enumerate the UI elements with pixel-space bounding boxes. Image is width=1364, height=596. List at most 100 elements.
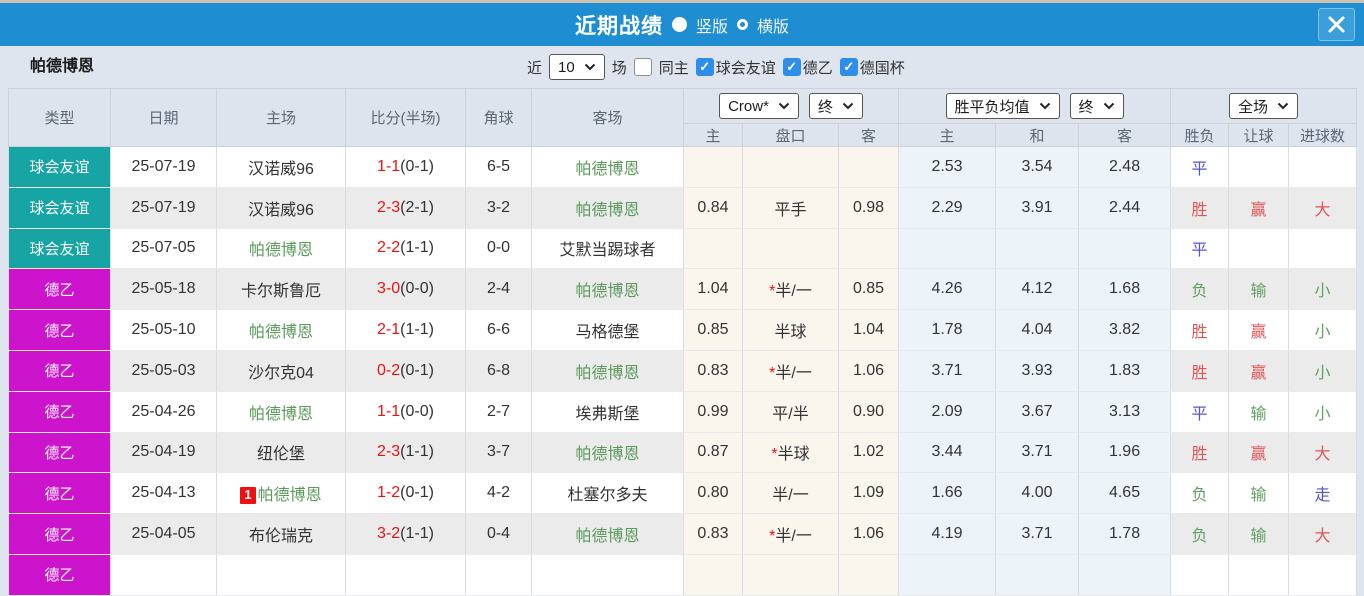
- radio-vertical-layout[interactable]: [671, 17, 687, 32]
- handicap-home-odds-cell: [683, 146, 743, 188]
- league-type-badge: 德乙: [8, 391, 111, 433]
- mean-away-odds-cell: [1078, 228, 1172, 270]
- handicap-away-odds-cell: 1.09: [837, 472, 900, 515]
- mean-draw-odds-cell: 3.91: [995, 187, 1080, 229]
- league-type-badge: 德乙: [8, 350, 111, 392]
- match-date-cell: [110, 554, 217, 596]
- match-row: 德乙: [8, 554, 1358, 596]
- radio-horizontal-layout[interactable]: [737, 19, 748, 30]
- match-date-cell: 25-05-10: [110, 309, 217, 351]
- mean-select[interactable]: 胜平负均值: [945, 93, 1060, 119]
- star-marker: *: [769, 528, 776, 546]
- score-cell: 2-1(1-1): [345, 309, 466, 351]
- goals-result-cell: 大: [1288, 187, 1358, 229]
- corner-cell: 4-2: [465, 472, 532, 515]
- radio-horizontal-label[interactable]: 横版: [757, 18, 790, 36]
- away-team-cell: 帕德博恩: [531, 146, 684, 188]
- scope-select[interactable]: 全场: [1229, 93, 1299, 119]
- mean-draw-odds-cell: 4.12: [995, 268, 1080, 311]
- handicap-line-cell: 平/半: [742, 391, 839, 433]
- mean-away-odds-cell: 2.48: [1078, 146, 1172, 188]
- home-team-cell: 帕德博恩: [216, 228, 346, 270]
- away-team-cell: 艾默当踢球者: [531, 228, 684, 270]
- handicap-line-cell: 半球: [742, 309, 839, 351]
- away-team-cell: 帕德博恩: [531, 432, 684, 474]
- home-team-cell: [216, 554, 346, 596]
- home-team-cell: 帕德博恩: [216, 391, 346, 433]
- top-border-strip: [0, 0, 1364, 3]
- mean-draw-odds-cell: 3.67: [995, 391, 1080, 433]
- away-team-cell: 帕德博恩: [531, 187, 684, 229]
- mean-home-odds-cell: 4.19: [898, 513, 997, 555]
- handicap-home-odds-cell: 0.83: [683, 350, 743, 392]
- filter-controls: 近 10 场 同主 球会友谊 德乙 德国杯: [527, 46, 905, 88]
- goals-result-cell: 大: [1288, 432, 1358, 474]
- sub-header-handicap-line: 盘口: [742, 123, 839, 147]
- corner-cell: 2-4: [465, 268, 532, 311]
- mean-draw-odds-cell: 4.04: [995, 309, 1080, 351]
- match-date-cell: 25-07-19: [110, 187, 217, 229]
- match-row: 德乙 25-04-13 1 帕德博恩 1-2(0-1) 4-2 杜塞尔多夫 0.80 半/一 1.…: [8, 472, 1358, 515]
- corner-cell: 6-6: [465, 309, 532, 351]
- league-type-badge: 德乙: [8, 309, 111, 351]
- mean-away-odds-cell: [1078, 554, 1172, 596]
- handicap-result-cell: [1228, 146, 1290, 188]
- result-cell: 胜: [1170, 350, 1230, 392]
- goals-result-cell: 小: [1288, 309, 1358, 351]
- handicap-result-cell: 赢: [1228, 432, 1290, 474]
- odds-source-select[interactable]: Crow*: [719, 93, 799, 119]
- away-team-cell: 帕德博恩: [531, 513, 684, 555]
- mean-away-odds-cell: 1.78: [1078, 513, 1172, 555]
- handicap-group-header: Crow* 终: [682, 88, 900, 124]
- chevron-down-icon: [1103, 102, 1115, 110]
- score-cell: 2-3(1-1): [345, 432, 466, 474]
- bundesliga2-checkbox[interactable]: [782, 58, 801, 76]
- mean-away-odds-cell: 4.65: [1078, 472, 1172, 515]
- handicap-line-cell: [742, 228, 839, 270]
- goals-result-cell: 大: [1288, 513, 1358, 555]
- dfb-pokal-checkbox[interactable]: [839, 58, 858, 76]
- match-date-cell: 25-07-19: [110, 146, 217, 188]
- mean-home-odds-cell: 2.09: [898, 391, 997, 433]
- goals-result-cell: [1288, 228, 1358, 270]
- handicap-result-cell: 赢: [1228, 350, 1290, 392]
- handicap-home-odds-cell: 1.04: [683, 268, 743, 311]
- games-label: 场: [611, 59, 627, 77]
- mean-group-header: 胜平负均值 终: [898, 88, 1172, 124]
- match-row: 德乙 25-05-18 卡尔斯鲁厄 3-0(0-0) 2-4 帕德博恩 1.04 *半/一 0.…: [8, 268, 1358, 311]
- friendly-checkbox[interactable]: [695, 58, 714, 76]
- handicap-result-cell: 输: [1228, 391, 1290, 433]
- match-date-cell: 25-04-26: [110, 391, 217, 433]
- col-header-corner: 角球: [465, 88, 532, 147]
- mean-home-odds-cell: [898, 228, 997, 270]
- corner-cell: [465, 554, 532, 596]
- handicap-line-cell: [742, 554, 839, 596]
- mean-home-odds-cell: 1.66: [898, 472, 997, 515]
- close-icon: [1328, 16, 1345, 33]
- odds-state-select[interactable]: 终: [808, 93, 863, 119]
- home-team-cell: 沙尔克04: [216, 350, 346, 392]
- same-home-label: 同主: [658, 59, 689, 77]
- league-type-badge: 德乙: [8, 554, 111, 596]
- handicap-home-odds-cell: 0.84: [683, 187, 743, 229]
- match-row: 球会友谊 25-07-05 帕德博恩 2-2(1-1) 0-0 艾默当踢球者 平: [8, 228, 1358, 270]
- mean-away-odds-cell: 3.82: [1078, 309, 1172, 351]
- mean-draw-odds-cell: [995, 554, 1080, 596]
- same-home-checkbox[interactable]: [633, 58, 652, 76]
- col-header-type: 类型: [8, 88, 111, 147]
- handicap-result-cell: 赢: [1228, 309, 1290, 351]
- close-button[interactable]: [1318, 8, 1355, 41]
- result-cell: 平: [1170, 228, 1230, 270]
- panel-title: 近期战绩: [574, 14, 663, 38]
- handicap-home-odds-cell: 0.87: [683, 432, 743, 474]
- handicap-away-odds-cell: 0.90: [837, 391, 900, 433]
- league-type-badge: 球会友谊: [8, 187, 111, 229]
- recent-count-select[interactable]: 10: [549, 54, 605, 80]
- radio-vertical-label[interactable]: 竖版: [695, 18, 728, 36]
- chevron-down-icon: [1039, 102, 1051, 110]
- handicap-line-cell: *半球: [742, 432, 839, 474]
- sub-header-result: 胜负: [1170, 123, 1230, 147]
- result-cell: 平: [1170, 146, 1230, 188]
- filter-bar: 帕德博恩 近 10 场 同主 球会友谊 德乙 德国杯: [0, 46, 1364, 88]
- mean-state-select[interactable]: 终: [1069, 93, 1124, 119]
